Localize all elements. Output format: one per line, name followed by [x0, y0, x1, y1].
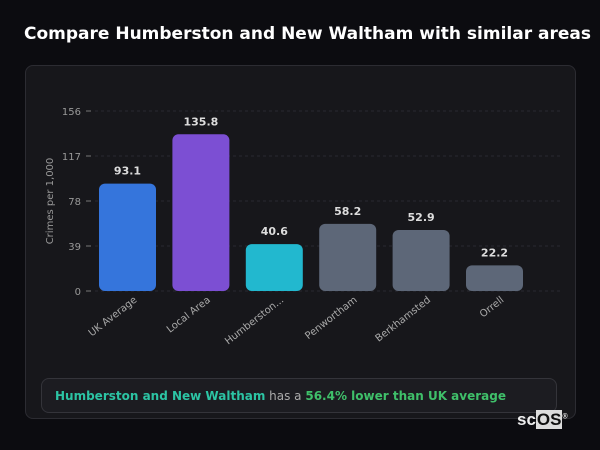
category-label: Local Area: [165, 295, 213, 336]
value-label: 58.2: [334, 205, 361, 218]
y-tick-label: 117: [62, 152, 81, 163]
value-label: 135.8: [184, 115, 219, 128]
category-label: Penwortham: [303, 295, 359, 342]
comparison-stat: 56.4% lower than UK average: [305, 389, 506, 403]
category-label: UK Average: [87, 295, 140, 339]
bar: [392, 229, 450, 291]
comparison-summary: Humberston and New Waltham has a 56.4% l…: [41, 378, 557, 413]
category-label: Berkhamsted: [374, 295, 433, 345]
y-tick-label: 156: [62, 107, 81, 118]
y-tick-label: 78: [68, 197, 81, 208]
area-name: Humberston and New Waltham: [55, 389, 266, 403]
value-label: 40.6: [261, 225, 288, 238]
page-title: Compare Humberston and New Waltham with …: [24, 24, 591, 44]
summary-text: has a: [265, 389, 306, 403]
bar: [99, 183, 156, 291]
bar: [466, 265, 523, 291]
y-tick-label: 39: [68, 242, 81, 253]
category-label: Orrell: [478, 295, 506, 321]
bar: [172, 134, 230, 291]
bar: [319, 223, 377, 291]
y-axis-label: Crimes per 1,000: [45, 158, 56, 245]
value-label: 52.9: [408, 211, 435, 224]
logo: scOS®: [517, 410, 568, 429]
bar: [245, 244, 303, 291]
y-tick-label: 0: [75, 287, 81, 298]
value-label: 93.1: [114, 165, 141, 178]
value-label: 22.2: [481, 246, 508, 259]
category-label: Humberston...: [223, 295, 286, 348]
